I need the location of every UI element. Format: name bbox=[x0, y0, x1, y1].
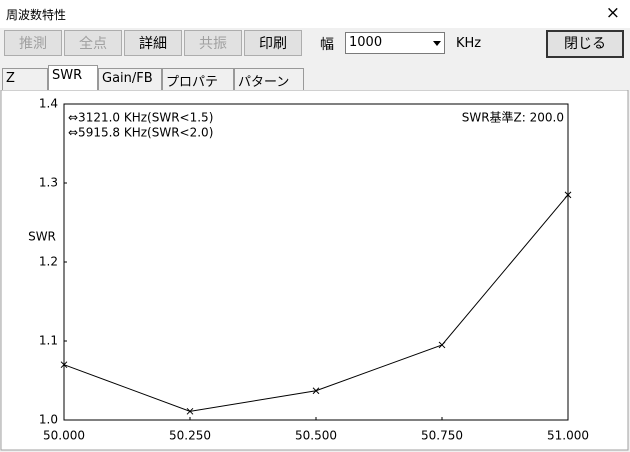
tab[interactable]: パターン bbox=[234, 68, 304, 90]
toolbar-button[interactable]: 詳細 bbox=[124, 30, 182, 56]
point-marker bbox=[564, 191, 572, 199]
tab[interactable]: プロパティ bbox=[162, 68, 234, 109]
close-icon[interactable]: × bbox=[605, 3, 620, 23]
x-tick-label: 50.000 bbox=[43, 429, 85, 443]
y-tick-label: 1.4 bbox=[39, 97, 58, 111]
width-label: 幅 bbox=[320, 37, 334, 53]
x-tick-label: 51.000 bbox=[547, 429, 589, 443]
toolbar-button[interactable]: 印刷 bbox=[244, 30, 302, 56]
tab[interactable]: SWR bbox=[48, 65, 98, 90]
y-tick-label: 1.3 bbox=[39, 176, 58, 190]
annotation: SWR基準Z: 200.0 bbox=[462, 110, 564, 125]
point-marker bbox=[186, 407, 194, 415]
x-tick-label: 50.500 bbox=[295, 429, 337, 443]
combo-value: 1000 bbox=[349, 35, 383, 50]
tab[interactable]: Gain/FB bbox=[98, 68, 162, 90]
toolbar-button: 共振 bbox=[184, 30, 242, 56]
annotation: ⇔3121.0 KHz(SWR<1.5) bbox=[68, 111, 213, 125]
point-marker bbox=[312, 387, 320, 395]
toolbar-button: 全点 bbox=[64, 30, 122, 56]
y-tick-label: 1.0 bbox=[39, 413, 58, 427]
close-button[interactable]: 閉じる bbox=[546, 30, 624, 58]
width-combo[interactable]: 1000 bbox=[345, 32, 445, 54]
title-bar: 周波数特性 × bbox=[0, 0, 630, 28]
chart: SWR 1.0 1.1 1.2 1.3 1.4 50.000 50.250 50.500 50.… bbox=[0, 90, 629, 451]
annotation: ⇔5915.8 KHz(SWR<2.0) bbox=[68, 126, 213, 140]
window-title: 周波数特性 bbox=[6, 8, 67, 22]
x-tick-label: 50.750 bbox=[421, 429, 463, 443]
unit-label: KHz bbox=[456, 36, 482, 51]
tab[interactable]: Z bbox=[2, 68, 48, 90]
y-axis-label: SWR bbox=[28, 230, 56, 244]
y-tick-label: 1.1 bbox=[39, 334, 58, 348]
point-marker bbox=[438, 341, 446, 349]
point-marker bbox=[60, 361, 68, 369]
toolbar-button: 推測 bbox=[4, 30, 62, 56]
y-tick-label: 1.2 bbox=[39, 255, 58, 269]
chart-panel bbox=[0, 90, 629, 451]
x-tick-label: 50.250 bbox=[169, 429, 211, 443]
